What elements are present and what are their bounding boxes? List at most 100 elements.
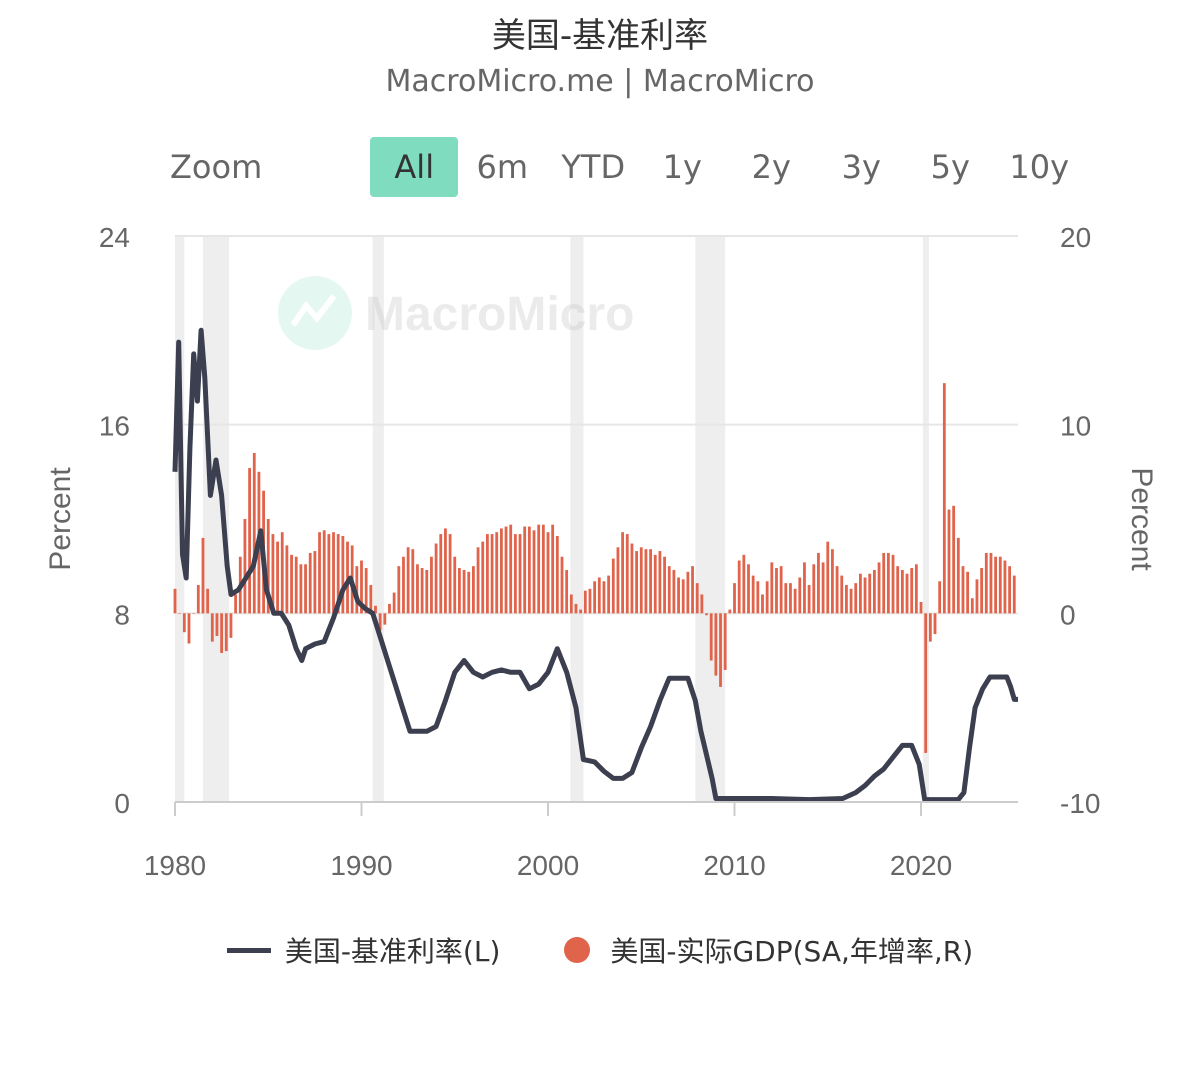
gdp-bar <box>579 609 583 614</box>
gdp-bar <box>938 581 942 614</box>
gdp-bar <box>821 562 825 614</box>
gdp-bar <box>224 613 228 652</box>
gdp-bar <box>369 585 373 614</box>
chart-subtitle: MacroMicro.me | MacroMicro <box>385 64 815 99</box>
zoom-10y-button[interactable]: 10y <box>1009 148 1070 186</box>
gdp-bar <box>914 564 918 614</box>
gdp-bar <box>313 551 317 614</box>
gdp-bar <box>341 535 345 614</box>
gdp-bar <box>723 613 727 670</box>
gdp-bar <box>910 568 914 614</box>
legend-dot-swatch <box>564 937 591 963</box>
gdp-bar <box>541 524 545 614</box>
gdp-bar <box>444 528 447 614</box>
gdp-bar <box>593 581 597 614</box>
gdp-bar <box>859 573 862 614</box>
gdp-bar <box>551 524 555 614</box>
legend-item-rate[interactable]: 美国-基准利率(L) <box>226 930 500 970</box>
gdp-bar <box>761 594 764 614</box>
gdp-bar <box>383 613 387 625</box>
zoom-5y-button[interactable]: 5y <box>930 148 970 186</box>
y-left-tick-label: 0 <box>114 788 130 819</box>
gdp-bar <box>504 526 508 614</box>
gdp-bar <box>747 564 750 614</box>
gdp-bar <box>845 585 848 614</box>
gdp-bar <box>807 585 811 614</box>
gdp-bar <box>388 603 391 614</box>
gdp-bar <box>891 554 895 614</box>
zoom-3y-button[interactable]: 3y <box>841 148 881 186</box>
gdp-bar <box>705 613 708 616</box>
zoom-label: Zoom <box>170 148 263 186</box>
legend-line-swatch <box>226 947 271 953</box>
gdp-bar <box>989 552 993 614</box>
gdp-bar <box>942 383 946 614</box>
gdp-bar <box>374 605 377 614</box>
zoom-2y-button[interactable]: 2y <box>751 148 791 186</box>
x-tick-label: 1990 <box>330 850 392 881</box>
gdp-bar <box>649 549 652 614</box>
gdp-bar <box>196 585 200 614</box>
gdp-bars <box>173 383 1016 753</box>
gdp-bar <box>476 547 480 614</box>
gdp-bar <box>663 556 666 614</box>
gdp-bar <box>513 534 517 614</box>
y-left-tick-label: 8 <box>114 599 130 630</box>
gdp-bar <box>733 583 736 614</box>
zoom-ytd-button[interactable]: YTD <box>561 148 626 186</box>
gdp-bar <box>322 530 326 614</box>
gdp-bar <box>318 532 321 614</box>
gdp-bar <box>644 549 648 614</box>
gdp-bar <box>588 588 592 614</box>
rate-line <box>172 327 1018 803</box>
gdp-bar <box>182 613 186 633</box>
gdp-bar <box>434 543 438 614</box>
gdp-bar <box>877 562 881 614</box>
zoom-1y-button[interactable]: 1y <box>662 148 702 186</box>
gdp-bar <box>271 534 275 614</box>
gdp-bar <box>187 613 191 644</box>
zoom-all-button[interactable]: All <box>370 137 459 197</box>
gdp-bar <box>327 534 331 614</box>
gdp-bar <box>308 552 312 614</box>
gdp-bar <box>458 568 461 614</box>
gdp-bar <box>868 573 872 614</box>
gdp-bar <box>849 588 853 614</box>
x-tick-label: 2000 <box>517 850 579 881</box>
gdp-bar <box>574 603 578 614</box>
gdp-bar <box>686 571 690 614</box>
gdp-bar <box>346 541 349 614</box>
gdp-bar <box>290 554 293 614</box>
gdp-bar <box>206 588 210 614</box>
axes: 0 -10 8 0 16 10 24 20 1980 1990 2000 2010 2020 Percen… <box>44 222 1158 881</box>
gdp-bar <box>970 598 974 614</box>
gdp-bar <box>523 526 527 614</box>
gdp-bar <box>336 534 340 614</box>
gdp-bar <box>569 594 573 614</box>
legend: 美国-基准利率(L) 美国-实际GDP(SA,年增率,R) <box>0 930 1200 970</box>
gdp-bar <box>518 534 522 614</box>
legend-item-gdp[interactable]: 美国-实际GDP(SA,年增率,R) <box>564 930 973 970</box>
gdp-bar <box>215 613 219 636</box>
gdp-bar <box>173 588 177 614</box>
y-left-axis-title: Percent <box>44 467 77 571</box>
gdp-bar <box>420 568 424 614</box>
zoom-6m-button[interactable]: 6m <box>476 148 529 186</box>
y-left-tick-label: 24 <box>99 222 130 253</box>
gdp-bar <box>234 594 238 614</box>
gdp-bar <box>956 537 960 614</box>
gdp-bar <box>882 552 886 614</box>
gdp-bar <box>667 566 671 614</box>
gdp-bar <box>691 566 694 614</box>
watermark-logo-icon <box>278 276 352 350</box>
gdp-bar <box>532 530 536 614</box>
gdp-bar <box>793 588 797 614</box>
gdp-bar <box>966 571 970 614</box>
gdp-bar <box>537 524 541 614</box>
gdp-bar <box>719 613 722 687</box>
gdp-bar <box>630 543 634 614</box>
gdp-bar <box>639 547 643 614</box>
gdp-bar <box>416 564 419 614</box>
gdp-bar <box>714 613 718 676</box>
gdp-bar <box>1008 566 1012 614</box>
